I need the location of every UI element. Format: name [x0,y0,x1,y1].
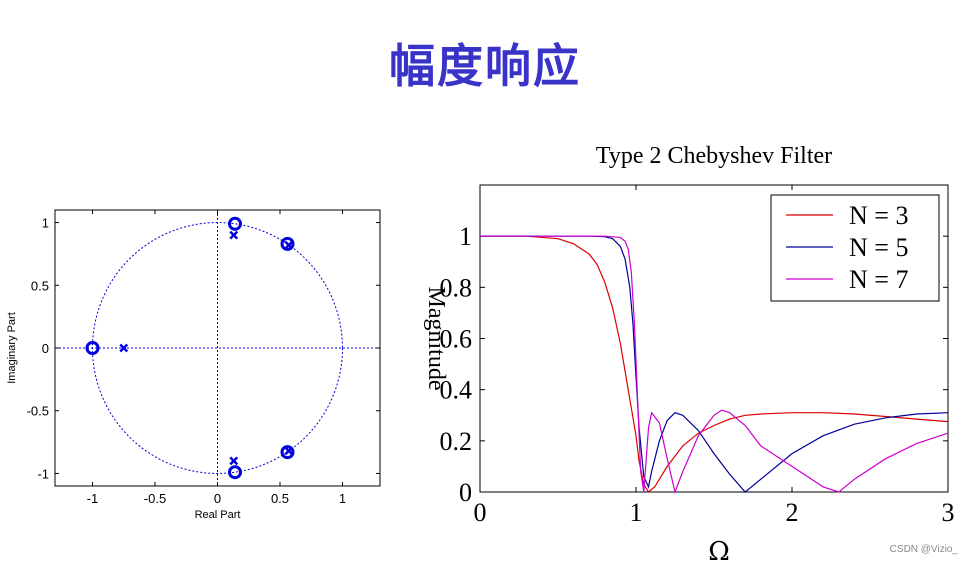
zero-marker [280,445,295,460]
series-line-2 [480,235,949,493]
zero-marker [228,216,242,231]
y-tick-label: 0.4 [440,376,473,405]
pole-zero-plot: -1 -0.5 0 0.5 1 1 0.5 0 -0.5 -1 Real Part Imaginary… [6,209,381,521]
x-tick-label: 0 [214,491,221,506]
unit-circle [92,222,343,474]
legend-label: N = 3 [849,201,908,230]
x-axis-label: Ω [708,537,730,563]
x-tick-label: 0 [474,498,487,527]
legend-label: N = 5 [849,233,908,262]
legend-box [770,194,940,302]
x-tick-label: 3 [942,498,955,527]
x-tick-label: -0.5 [144,491,166,506]
zero-marker [228,465,242,480]
y-tick-label: 0.8 [440,273,473,302]
pole-marker [284,240,294,250]
magnitude-response-chart: Type 2 Chebyshev Filter Magnitude 0 0.2 0.4 0… [423,143,955,563]
zero-marker [280,236,295,251]
x-tick-label: 1 [339,491,346,506]
y-axis-label: Magnitude [423,287,449,391]
legend-label: N = 7 [849,265,908,294]
series-line-3 [480,235,949,495]
pole-marker [284,446,294,456]
pole-marker [229,230,239,240]
y-tick-label: 1 [459,222,472,251]
zero-marker [85,341,100,355]
y-tick-label: 1 [42,216,49,231]
y-tick-label: 0 [42,341,49,356]
y-tick-label: 0.5 [31,278,49,293]
x-axis-label: Real Part [195,509,241,521]
y-tick-label: -1 [37,466,49,481]
x-tick-label: 0.5 [271,491,289,506]
series-line-1 [480,235,949,493]
x-tick-label: 1 [630,498,643,527]
y-tick-label: 0.6 [440,325,473,354]
pole-marker [229,456,239,466]
watermark: CSDN @Vizio_ [889,544,958,555]
y-tick-label: 0.2 [440,427,473,456]
x-tick-label: 2 [786,498,799,527]
pole-marker [119,343,129,353]
y-tick-label: 0 [459,478,472,507]
slide-title: 幅度响应 [389,39,581,93]
y-tick-label: -0.5 [27,404,49,419]
chart-title: Type 2 Chebyshev Filter [596,143,832,169]
x-tick-label: -1 [87,491,99,506]
y-axis-label: Imaginary Part [6,312,18,384]
